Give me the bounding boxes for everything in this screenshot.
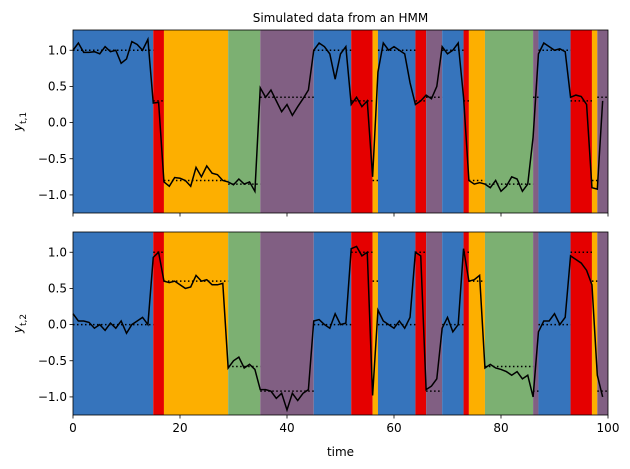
x-tick-label: 40 (279, 421, 294, 435)
state-span (351, 30, 373, 213)
state-span (73, 30, 154, 213)
x-tick-label: 20 (172, 421, 187, 435)
y-tick-label: 0.5 (48, 79, 67, 93)
state-span (597, 30, 608, 213)
chart-title: Simulated data from an HMM (253, 11, 429, 25)
y-tick-label: 1.0 (48, 245, 67, 259)
state-span (538, 30, 571, 213)
y-tick-label: 0.0 (48, 116, 67, 130)
state-span (570, 30, 592, 213)
y-tick-label: −1.0 (38, 188, 67, 202)
x-tick-label: 100 (597, 421, 620, 435)
state-span (463, 232, 469, 415)
state-span (570, 232, 592, 415)
y-tick-label: −0.5 (38, 354, 67, 368)
state-span (533, 30, 539, 213)
y-tick-label: −1.0 (38, 390, 67, 404)
state-span (153, 232, 164, 415)
state-span (260, 30, 314, 213)
state-span (377, 30, 416, 213)
y-axis-label-text: yt,2 (11, 314, 29, 334)
y-tick-label: 1.0 (48, 43, 67, 57)
state-span (484, 232, 534, 415)
x-axis-label: time (327, 445, 354, 459)
state-span (163, 30, 229, 213)
x-tick-label: 60 (386, 421, 401, 435)
y-tick-label: −0.5 (38, 152, 67, 166)
state-span (415, 232, 427, 415)
state-span (351, 232, 373, 415)
state-span (313, 30, 352, 213)
state-span (163, 232, 229, 415)
axes-frame (72, 29, 609, 214)
y-label-sub: t,2 (19, 314, 29, 326)
state-span (468, 30, 485, 213)
y-axis-label-text: yt,1 (11, 112, 29, 132)
state-span (73, 232, 154, 415)
x-tick-label: 80 (493, 421, 508, 435)
data-line (72, 245, 604, 413)
state-span (228, 232, 261, 415)
state-span (153, 30, 164, 213)
y-label-sub: t,1 (19, 112, 29, 124)
y-label-base: y (11, 325, 25, 334)
state-span (415, 30, 427, 213)
state-span (463, 30, 469, 213)
state-span (372, 232, 378, 415)
state-span (442, 30, 464, 213)
state-span (442, 232, 464, 415)
state-span (426, 30, 443, 213)
y-axis-label: yt,1 (11, 112, 29, 132)
state-span (260, 232, 314, 415)
y-label-base: y (11, 123, 25, 132)
state-span (533, 232, 539, 415)
data-line (72, 36, 604, 194)
state-span (591, 30, 598, 213)
state-span (468, 232, 485, 415)
y-axis-label: yt,2 (11, 314, 29, 334)
y-tick-label: 0.0 (48, 318, 67, 332)
y-tick-label: 0.5 (48, 281, 67, 295)
state-span (597, 232, 608, 415)
state-span (538, 232, 571, 415)
axes-frame (72, 231, 609, 416)
x-tick-label: 0 (69, 421, 77, 435)
